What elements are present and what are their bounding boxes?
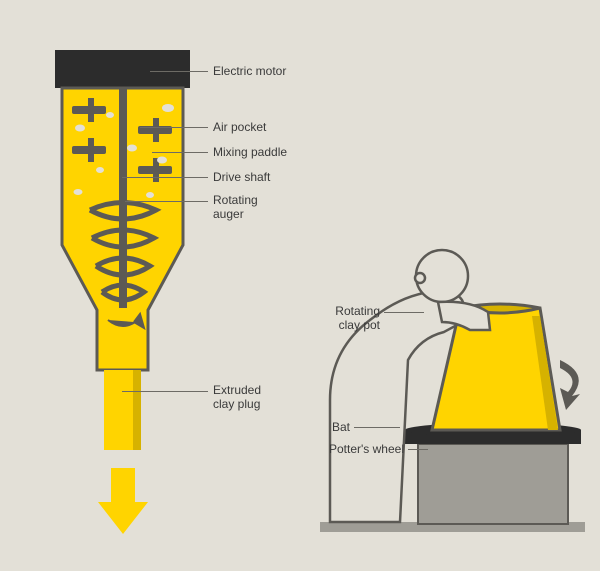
leader-line (140, 127, 208, 128)
label-r3: Potter's wheel (329, 442, 404, 456)
leader-line (122, 391, 208, 392)
leader-line (125, 201, 208, 202)
leader-line (384, 312, 424, 313)
leader-line (408, 449, 428, 450)
label-r1: Rotating clay pot (320, 305, 380, 333)
leader-line (150, 71, 208, 72)
potter-diagram (0, 0, 600, 571)
leader-line (122, 177, 208, 178)
pot-rotation-arrow-icon (560, 360, 580, 410)
label-l4: Drive shaft (213, 170, 270, 184)
label-l5: Rotating auger (213, 194, 273, 222)
label-r2: Bat (332, 420, 350, 434)
label-l6: Extruded clay plug (213, 384, 273, 412)
label-l3: Mixing paddle (213, 145, 287, 159)
label-l2: Air pocket (213, 120, 266, 134)
label-l1: Electric motor (213, 64, 286, 78)
diagram-canvas: Electric motor Air pocket Mixing paddle Dri… (0, 0, 600, 571)
leader-line (354, 427, 400, 428)
leader-line (152, 152, 208, 153)
potters-wheel (418, 444, 568, 524)
